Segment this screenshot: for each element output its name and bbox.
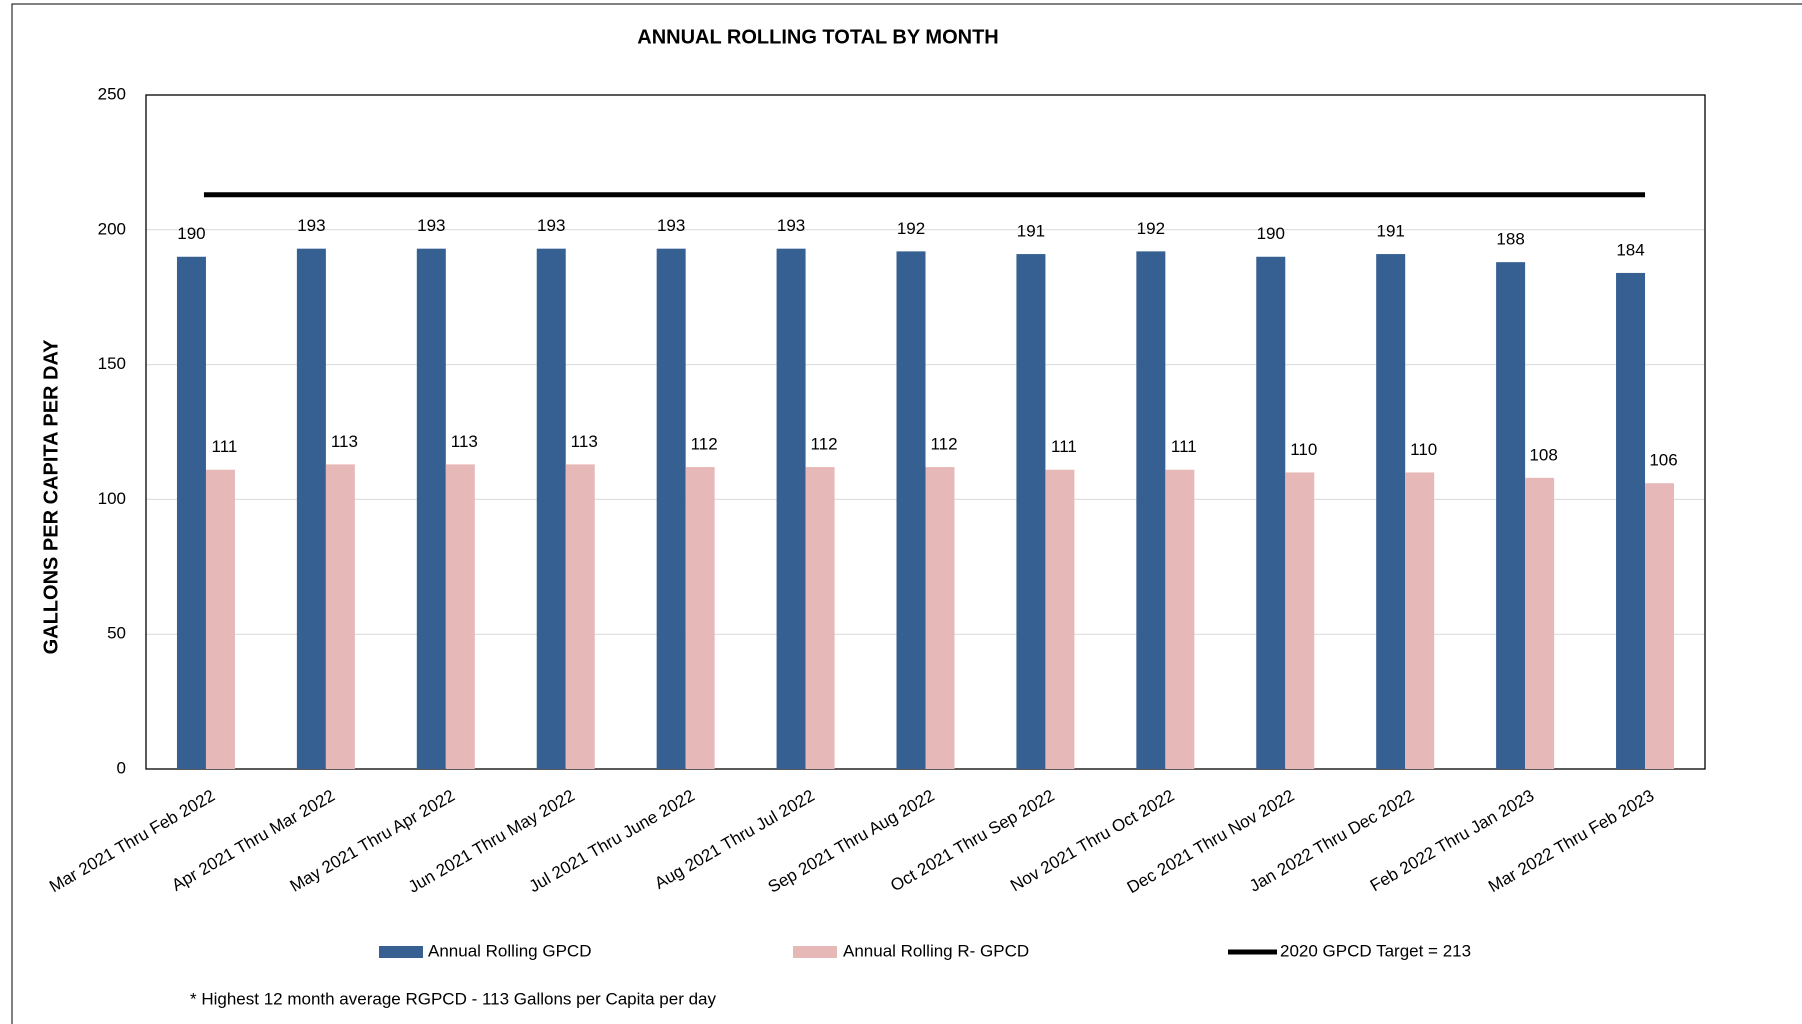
bar xyxy=(176,256,206,769)
data-label: 110 xyxy=(1410,440,1437,459)
legend-label: Annual Rolling R- GPCD xyxy=(843,941,1029,960)
data-label: 110 xyxy=(1290,440,1317,459)
data-label: 190 xyxy=(177,224,205,243)
data-label: 108 xyxy=(1529,445,1557,464)
data-label: 184 xyxy=(1616,240,1644,259)
bar xyxy=(685,467,715,769)
bar xyxy=(445,464,475,769)
bar xyxy=(1256,256,1286,769)
y-tick-label: 200 xyxy=(98,219,126,238)
data-label: 112 xyxy=(930,435,957,454)
data-label: 113 xyxy=(571,432,598,451)
data-label: 193 xyxy=(657,216,685,235)
data-label: 112 xyxy=(811,435,838,454)
bar xyxy=(1405,472,1435,769)
bar xyxy=(1165,469,1195,769)
y-axis-label: GALLONS PER CAPITA PER DAY xyxy=(40,339,62,655)
bar xyxy=(296,248,326,769)
legend-swatch xyxy=(379,946,423,958)
data-label: 106 xyxy=(1649,451,1677,470)
bar xyxy=(1496,262,1526,769)
bar xyxy=(565,464,595,769)
data-label: 111 xyxy=(1051,437,1077,456)
data-label: 193 xyxy=(537,216,565,235)
data-label: 191 xyxy=(1017,222,1045,241)
legend-label: 2020 GPCD Target = 213 xyxy=(1280,941,1471,960)
bar xyxy=(896,251,926,770)
bar xyxy=(325,464,355,769)
y-tick-label: 50 xyxy=(107,624,126,643)
bar xyxy=(925,467,955,769)
data-label: 193 xyxy=(777,216,805,235)
data-label: 192 xyxy=(897,219,925,238)
chart-border xyxy=(11,3,1802,1024)
y-tick-label: 100 xyxy=(98,489,126,508)
bar xyxy=(1525,477,1555,769)
bar xyxy=(1645,483,1675,769)
legend-label: Annual Rolling GPCD xyxy=(428,941,591,960)
chart-title: ANNUAL ROLLING TOTAL BY MONTH xyxy=(637,26,998,48)
bar xyxy=(805,467,835,769)
data-label: 193 xyxy=(417,216,445,235)
data-label: 192 xyxy=(1137,219,1165,238)
data-label: 190 xyxy=(1257,224,1285,243)
data-label: 193 xyxy=(297,216,325,235)
bar xyxy=(1376,254,1406,770)
bar xyxy=(1285,472,1315,769)
bar xyxy=(1136,251,1166,770)
legend-swatch xyxy=(793,946,837,958)
data-label: 112 xyxy=(691,435,718,454)
data-label: 111 xyxy=(1171,437,1197,456)
bar xyxy=(536,248,566,769)
bar xyxy=(776,248,806,769)
data-label: 188 xyxy=(1496,230,1524,249)
bar xyxy=(1016,254,1046,770)
y-tick-label: 0 xyxy=(117,758,126,777)
bar xyxy=(205,469,235,769)
bar xyxy=(1616,272,1646,769)
note: * Highest 12 month average RGPCD - 113 G… xyxy=(190,989,717,1008)
data-label: 113 xyxy=(451,432,478,451)
data-label: 113 xyxy=(331,432,358,451)
bar xyxy=(656,248,686,769)
bar xyxy=(1045,469,1075,769)
y-tick-label: 250 xyxy=(98,84,126,103)
data-label: 111 xyxy=(212,437,238,456)
data-label: 191 xyxy=(1377,222,1405,241)
bar xyxy=(416,248,446,769)
y-tick-label: 150 xyxy=(98,354,126,373)
